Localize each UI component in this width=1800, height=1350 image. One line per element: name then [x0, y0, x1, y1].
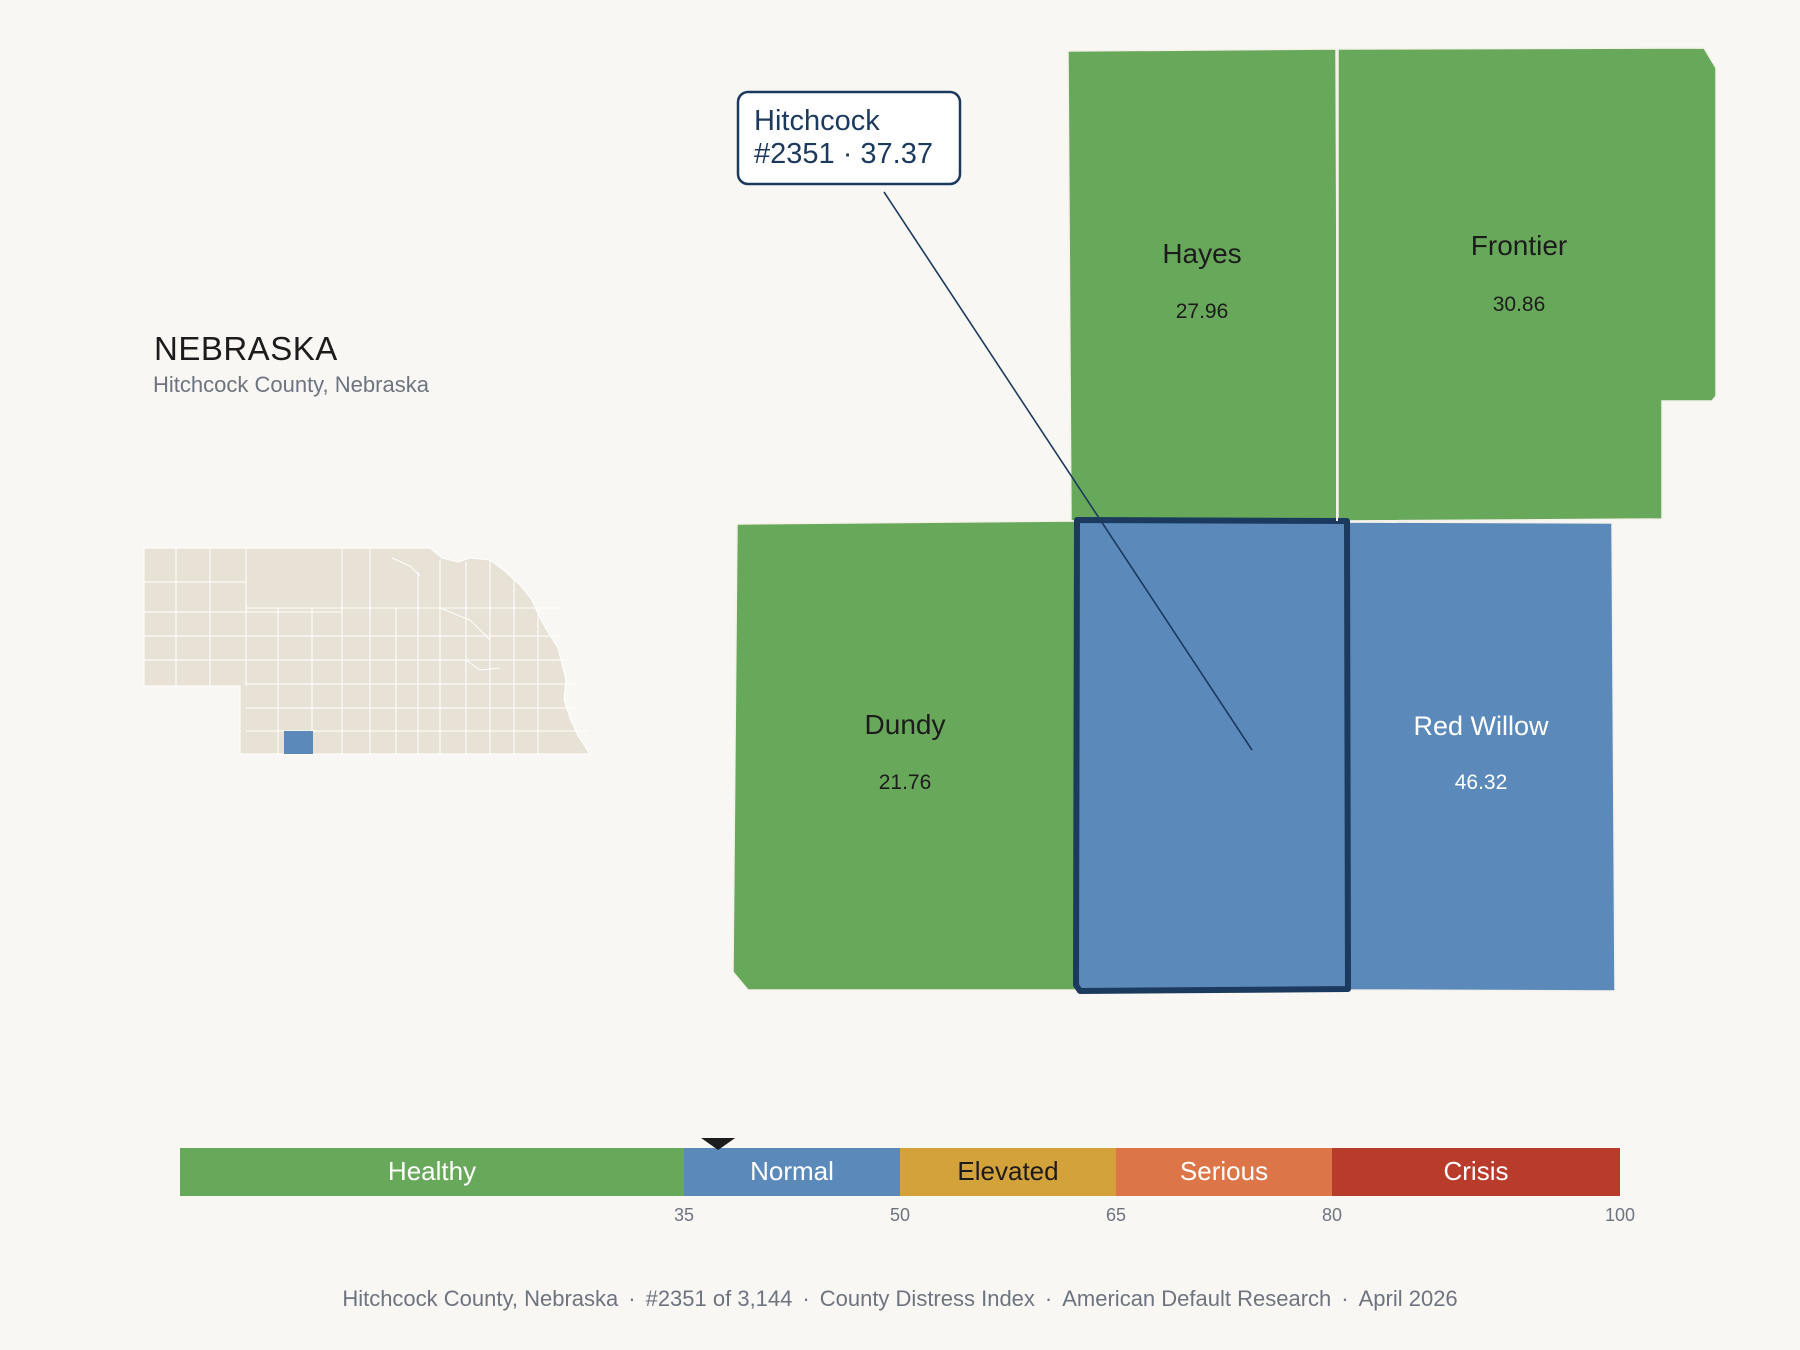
nebraska-outline	[143, 547, 591, 755]
label-dundy-name: Dundy	[865, 709, 946, 740]
label-red-willow-value: 46.32	[1455, 771, 1508, 794]
callout-rank-score: #2351 · 37.37	[754, 138, 933, 170]
legend-tick-50: 50	[890, 1205, 910, 1225]
legend-tick-65: 65	[1106, 1205, 1126, 1225]
inset-counties	[143, 547, 591, 755]
legend-band-serious	[1116, 1148, 1332, 1196]
inset-county-border	[439, 607, 491, 641]
state-title: NEBRASKA	[154, 330, 338, 367]
footer-source: American Default Research	[1062, 1286, 1332, 1311]
label-dundy-value: 21.76	[879, 771, 932, 794]
county-hitchcock[interactable]	[1073, 517, 1351, 994]
distress-scale-legend: Healthy Normal Elevated Serious Crisis 35 50 65…	[180, 1138, 1635, 1225]
inset-county-border	[465, 659, 501, 671]
legend-band-label-normal: Normal	[750, 1156, 834, 1186]
footer-rank: #2351 of 3,144	[645, 1286, 793, 1311]
legend-band-healthy	[180, 1148, 684, 1196]
county-hayes[interactable]	[1067, 48, 1339, 522]
legend-band-label-elevated: Elevated	[957, 1156, 1058, 1186]
legend-band-label-serious: Serious	[1180, 1156, 1268, 1186]
county-frontier[interactable]	[1337, 47, 1717, 522]
inset-hitchcock-county	[284, 731, 313, 754]
callout-leader-line	[883, 191, 1253, 751]
label-red-willow-name: Red Willow	[1413, 711, 1549, 741]
legend-band-elevated	[900, 1148, 1116, 1196]
footer-index: County Distress Index	[819, 1286, 1035, 1311]
legend-band-label-crisis: Crisis	[1444, 1156, 1509, 1186]
label-frontier-value: 30.86	[1493, 293, 1546, 316]
legend-value-marker	[701, 1138, 736, 1150]
state-subtitle: Hitchcock County, Nebraska	[153, 372, 429, 397]
regional-map: Hayes 27.96 Frontier 30.86 Dundy 21.76 R…	[732, 47, 1717, 994]
callout-box	[736, 90, 962, 186]
callout-county-name: Hitchcock	[754, 105, 880, 137]
footer-credits: Hitchcock County, Nebraska · #2351 of 3,14…	[342, 1286, 1458, 1311]
label-frontier-name: Frontier	[1471, 230, 1567, 261]
label-hayes-name: Hayes	[1162, 238, 1241, 269]
footer-date: April 2026	[1358, 1286, 1458, 1311]
legend-tick-80: 80	[1322, 1205, 1342, 1225]
legend-band-label-healthy: Healthy	[388, 1156, 476, 1186]
label-hayes-value: 27.96	[1176, 300, 1229, 323]
legend-tick-35: 35	[674, 1205, 694, 1225]
footer-place: Hitchcock County, Nebraska	[342, 1286, 619, 1311]
inset-county-border	[391, 557, 421, 577]
legend-tick-100: 100	[1605, 1205, 1635, 1225]
legend-band-crisis	[1332, 1148, 1620, 1196]
county-callout: Hitchcock #2351 · 37.37	[736, 90, 962, 186]
county-dundy[interactable]	[732, 520, 1079, 991]
county-red-willow[interactable]	[1347, 521, 1616, 992]
legend-band-normal	[684, 1148, 900, 1196]
